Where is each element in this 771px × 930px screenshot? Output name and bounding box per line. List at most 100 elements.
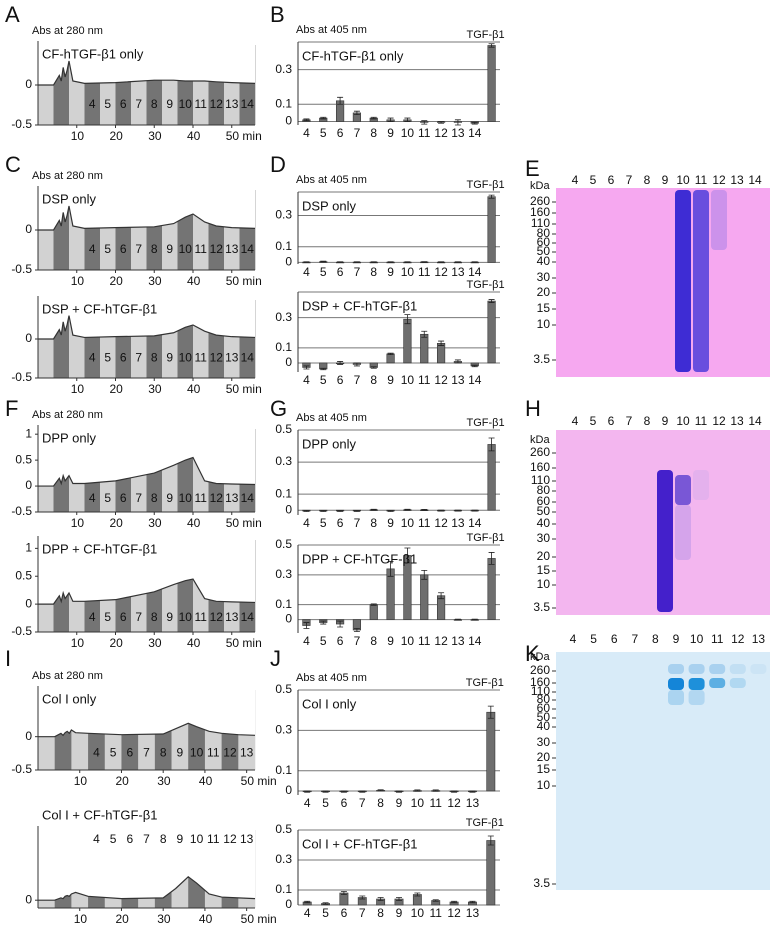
error-bar [451,900,458,904]
y-tick-label: -0.5 [11,117,32,131]
ladder-label: 80 [537,483,551,497]
fraction-label: 10 [190,832,204,846]
y-axis-label: Abs at 405 nm [296,24,367,36]
x-tick-label: 8 [370,126,377,140]
x-tick-label: 13 [451,373,465,387]
x-tick-label: 4 [303,516,310,530]
lane-label: 9 [662,173,669,187]
stain [668,664,684,674]
error-bar [353,110,360,116]
x-tick-label: 10 [71,516,85,530]
y-tick-label: 0.1 [275,882,292,896]
fraction-label: 9 [166,351,173,365]
ladder-label: 30 [537,735,551,749]
error-bar [488,194,495,199]
panel-letter: A [5,2,20,27]
fraction-label: 13 [225,242,239,256]
lane-label: 6 [608,414,615,428]
x-tick-label: 6 [337,516,344,530]
trace [38,876,256,901]
x-tick-label: 13 [466,906,480,920]
error-bar [304,900,311,904]
fraction-label: 10 [190,746,204,760]
error-bar [387,510,394,512]
y-tick-label: 0 [285,255,292,269]
chart-title: DSP only [302,198,356,213]
x-tick-label: 12 [447,906,461,920]
tgf-label: TGF-β1 [467,29,505,41]
fraction-label: 13 [225,491,239,505]
error-bar [322,790,329,793]
x-tick-label: 20 [110,382,124,396]
chart-title: DSP + CF-hTGF-β1 [42,301,157,316]
fraction-label: 8 [160,832,167,846]
ladder-label: 50 [537,710,551,724]
error-bar [353,261,360,263]
ladder-label: 110 [531,473,550,487]
fraction-label: 7 [143,746,150,760]
stain [709,664,726,674]
y-tick-label: 1 [25,426,32,440]
ladder-label: 10 [537,317,551,331]
ladder-label: 10 [537,577,551,591]
error-bar [320,620,327,625]
x-tick-label: 9 [387,634,394,648]
fraction-label: 4 [89,97,96,111]
fraction-label: 5 [104,97,111,111]
stain [729,664,746,674]
error-bar [337,361,344,365]
tgf-label: TGF-β1 [466,677,504,689]
fraction-label: 10 [179,610,193,624]
x-tick-label: 10 [74,912,88,926]
y-tick-label: 0.5 [15,568,32,582]
y-tick-label: 0.3 [275,852,292,866]
y-tick-label: 0.1 [275,763,292,777]
y-tick-label: -0.5 [11,624,32,638]
y-tick-label: 0.3 [275,454,292,468]
x-tick-label: 6 [337,126,344,140]
error-bar [320,260,327,263]
ladder-label: 60 [537,701,551,715]
x-tick-label: 8 [377,906,384,920]
fraction-label: 9 [177,832,184,846]
bar [436,343,446,364]
fraction-label: 12 [210,242,224,256]
fraction-label: 13 [225,610,239,624]
error-bar [387,261,394,263]
lane-label: 14 [748,173,762,187]
error-bar [454,261,461,263]
bar [487,45,496,122]
x-tick-label: 11 [418,126,431,140]
ladder-label: 3.5 [533,352,550,366]
fraction-label: 5 [104,242,111,256]
ladder-label: 160 [530,460,550,474]
lane-label: 10 [676,173,690,187]
error-bar [340,891,347,895]
y-axis-label: Abs at 405 nm [296,174,367,186]
above-curve [38,296,255,339]
lane-label: 4 [572,173,579,187]
fraction-label: 4 [89,491,96,505]
error-bar [304,790,311,793]
error-bar [404,314,411,325]
lane-label: 12 [712,414,726,428]
chart-title: DPP + CF-hTGF-β1 [42,541,157,556]
fraction-label: 12 [210,491,224,505]
error-bar [421,508,428,511]
fraction-label: 6 [120,351,127,365]
error-bar [438,509,445,512]
lane-label: 5 [590,414,597,428]
x-tick-label: 5 [320,126,327,140]
chart-title: DPP only [302,436,356,451]
y-tick-label: 0 [25,478,32,492]
fraction-label: 5 [110,746,117,760]
lane-label: 11 [711,632,724,646]
trace [38,578,256,605]
x-tick-label: 11 [418,634,431,648]
ladder-label: 50 [537,244,551,258]
lane-label: 13 [730,173,744,187]
error-bar [353,510,360,512]
fraction-label: 4 [89,610,96,624]
error-bar [454,509,461,512]
x-tick-label: 13 [451,265,465,279]
